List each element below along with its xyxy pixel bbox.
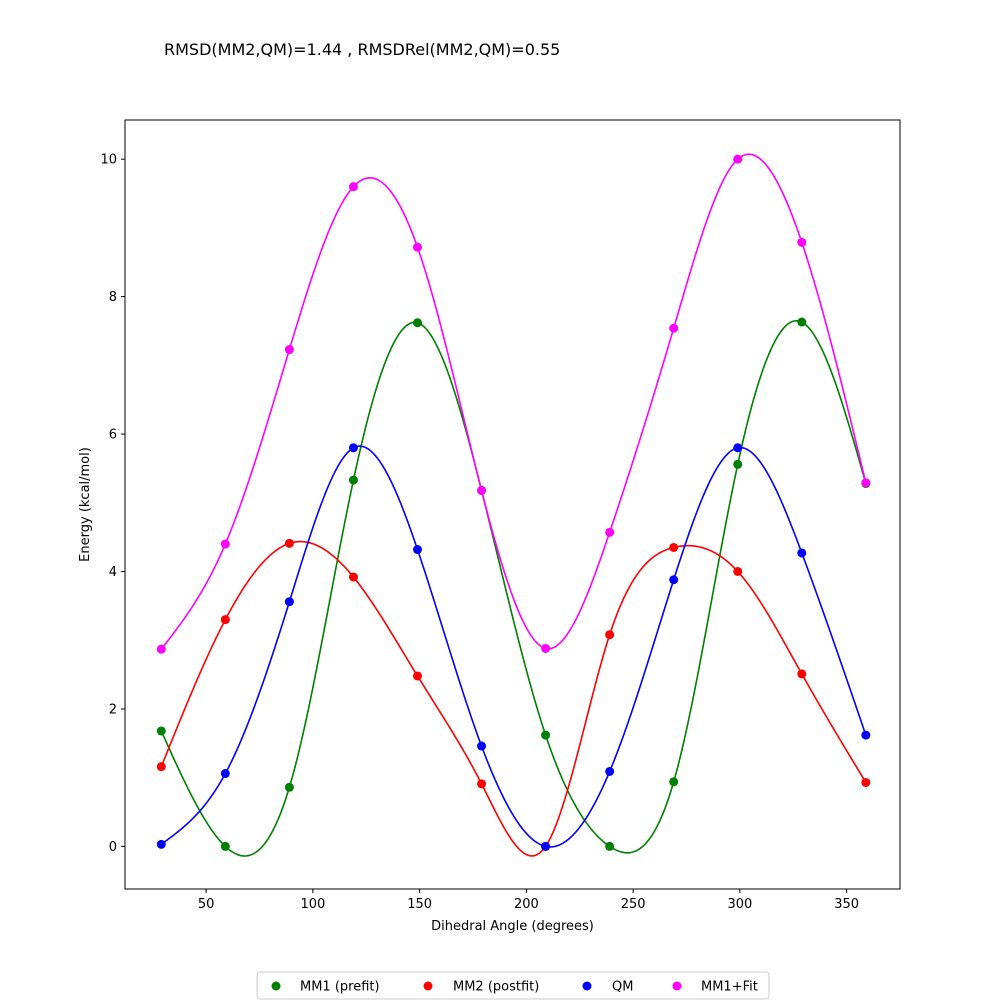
data-point: [156, 644, 166, 654]
data-point: [733, 459, 743, 469]
data-point: [797, 669, 807, 679]
x-axis-label: Dihedral Angle (degrees): [431, 919, 594, 934]
series-mm2-postfit: [156, 538, 871, 857]
data-point: [412, 545, 422, 555]
data-point: [605, 766, 615, 776]
data-point: [284, 345, 294, 355]
x-tick-label: 300: [727, 897, 752, 912]
legend-label: MM1+Fit: [701, 980, 758, 995]
data-point: [669, 575, 679, 585]
data-point: [412, 318, 422, 328]
legend-label: QM: [612, 980, 633, 995]
y-axis-label: Energy (kcal/mol): [78, 447, 93, 562]
series-line: [160, 319, 867, 857]
data-point: [605, 841, 615, 851]
legend-label: MM2 (postfit): [453, 980, 539, 995]
legend-marker: [582, 981, 592, 991]
data-point: [733, 567, 743, 577]
data-point: [669, 777, 679, 787]
x-tick-label: 150: [407, 897, 432, 912]
data-point: [156, 762, 166, 772]
x-axis: 50 100 150 200 250 300 350: [198, 889, 859, 912]
data-point: [861, 730, 871, 740]
data-point: [348, 475, 358, 485]
y-tick-label: 4: [109, 565, 117, 580]
data-point: [220, 769, 230, 779]
y-tick-label: 10: [100, 153, 117, 168]
series-line: [160, 540, 867, 857]
data-point: [220, 841, 230, 851]
legend-marker: [423, 981, 433, 991]
legend-label: MM1 (prefit): [300, 980, 380, 995]
data-point: [284, 597, 294, 607]
x-tick-label: 50: [198, 897, 215, 912]
y-tick-label: 8: [109, 290, 117, 305]
legend-marker: [271, 981, 281, 991]
data-point: [669, 323, 679, 333]
data-point: [797, 237, 807, 247]
data-point: [220, 615, 230, 625]
data-point: [541, 730, 551, 740]
data-point: [220, 539, 230, 549]
data-point: [733, 154, 743, 164]
data-point: [605, 630, 615, 640]
x-tick-label: 350: [834, 897, 859, 912]
y-tick-label: 0: [109, 840, 117, 855]
series-line: [160, 153, 867, 650]
data-point: [284, 782, 294, 792]
legend-frame: [256, 971, 770, 1000]
data-point: [477, 741, 487, 751]
y-tick-label: 6: [109, 428, 117, 443]
data-point: [412, 242, 422, 252]
series-line: [160, 445, 867, 848]
data-point: [733, 443, 743, 453]
x-tick-label: 200: [514, 897, 539, 912]
data-point: [541, 643, 551, 653]
data-point: [797, 317, 807, 327]
data-point: [669, 542, 679, 552]
series-mm1-fit: [156, 153, 871, 654]
y-tick-label: 2: [109, 702, 117, 717]
data-point: [284, 538, 294, 548]
data-point: [477, 485, 487, 495]
series-mm1-prefit: [156, 317, 871, 857]
data-point: [348, 572, 358, 582]
legend-marker: [672, 981, 682, 991]
data-point: [797, 548, 807, 558]
series-qm: [156, 443, 871, 851]
data-point: [861, 777, 871, 787]
plot-frame: [124, 119, 901, 890]
data-point: [156, 839, 166, 849]
y-axis: 0 2 4 6 8 10: [100, 153, 125, 855]
data-point: [605, 527, 615, 537]
data-point: [156, 726, 166, 736]
x-tick-label: 250: [621, 897, 646, 912]
data-point: [861, 478, 871, 488]
data-point: [412, 671, 422, 681]
data-point: [477, 779, 487, 789]
data-point: [541, 841, 551, 851]
legend: MM1 (prefit) MM2 (postfit) QM MM1+Fit: [256, 971, 770, 1000]
data-point: [348, 182, 358, 192]
data-point: [348, 443, 358, 453]
series-layer: [156, 153, 871, 857]
x-tick-label: 100: [300, 897, 325, 912]
chart-title: RMSD(MM2,QM)=1.44 , RMSDRel(MM2,QM)=0.55: [164, 40, 560, 59]
